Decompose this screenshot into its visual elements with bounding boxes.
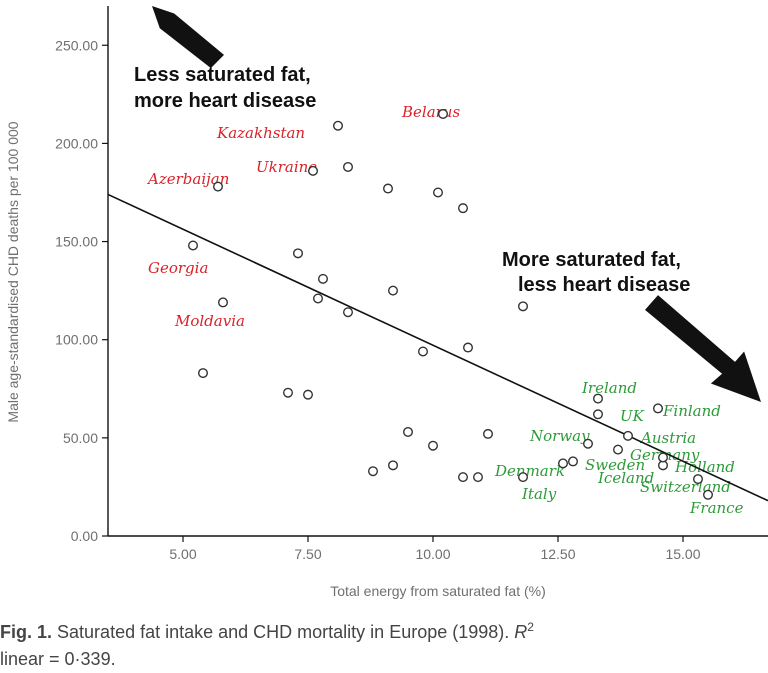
x-axis-title: Total energy from saturated fat (%)	[330, 583, 546, 599]
data-point	[313, 293, 324, 304]
data-point	[368, 466, 379, 477]
data-point	[343, 307, 354, 318]
data-point	[658, 452, 669, 463]
annotation-less-fat-line-1: Less saturated fat,	[134, 64, 311, 86]
caption-text-line-2: linear = 0·339.	[0, 649, 116, 669]
data-point	[283, 387, 294, 398]
data-point	[458, 472, 469, 483]
data-point	[463, 342, 474, 353]
data-point	[458, 203, 469, 214]
axes	[107, 6, 768, 537]
country-label-sweden: Sweden	[585, 456, 645, 474]
country-label-iceland: Iceland	[597, 469, 654, 487]
data-point	[217, 297, 228, 308]
data-point	[483, 428, 494, 439]
country-label-finland: Finland	[662, 402, 721, 420]
caption-figure-label: Fig. 1.	[0, 622, 53, 642]
data-point	[693, 474, 704, 485]
country-label-georgia: Georgia	[148, 259, 208, 277]
y-tick-label: 0.00	[71, 528, 98, 544]
country-label-france: France	[689, 499, 744, 517]
data-point	[303, 389, 314, 400]
data-point	[623, 430, 634, 441]
data-point	[593, 393, 604, 404]
data-point	[428, 440, 439, 451]
annotation-layer: Less saturated fat, more heart disease M…	[134, 6, 761, 402]
data-point	[388, 285, 399, 296]
data-point	[438, 108, 449, 119]
country-label-austria: Austria	[639, 429, 696, 447]
data-point	[613, 444, 624, 455]
country-label-belarus: Belarus	[401, 103, 460, 121]
x-tick-label: 5.00	[169, 546, 196, 562]
data-point	[593, 409, 604, 420]
annotation-more-fat-line-2: less heart disease	[518, 274, 690, 296]
y-tick-label: 250.00	[55, 37, 98, 53]
arrow-up-left-icon	[152, 6, 224, 69]
data-point	[473, 472, 484, 483]
country-label-ireland: Ireland	[581, 379, 637, 397]
x-tick-label: 12.50	[540, 546, 575, 562]
y-tick-label: 100.00	[55, 332, 98, 348]
caption-r-symbol: R	[514, 622, 528, 642]
y-tick-label: 200.00	[55, 135, 98, 151]
data-point	[403, 426, 414, 437]
data-point	[518, 472, 529, 483]
annotation-more-fat-line-1: More saturated fat,	[502, 249, 681, 271]
data-point	[318, 273, 329, 284]
data-point	[518, 301, 529, 312]
data-point	[333, 120, 344, 131]
x-tick-label: 15.00	[665, 546, 700, 562]
country-label-italy: Italy	[521, 485, 557, 503]
country-label-kazakhstan: Kazakhstan	[216, 124, 305, 142]
data-point	[197, 368, 208, 379]
x-tick-label: 7.50	[294, 546, 321, 562]
data-point	[212, 181, 223, 192]
tick-layer: 5.00 7.50 10.00 12.50 15.00 0.00 50.00 100.00 15…	[55, 37, 701, 562]
data-point	[383, 183, 394, 194]
y-tick-label: 150.00	[55, 234, 98, 250]
country-label-moldavia: Moldavia	[174, 312, 245, 330]
country-label-switzerland: Switzerland	[640, 478, 731, 496]
data-point	[568, 456, 579, 467]
country-label-holland: Holland	[674, 458, 735, 476]
x-tick-label: 10.00	[415, 546, 450, 562]
data-point	[583, 438, 594, 449]
country-label-denmark: Denmark	[494, 462, 565, 480]
data-point	[558, 458, 569, 469]
data-point	[653, 403, 664, 414]
data-point	[308, 165, 319, 176]
caption-r-superscript: 2	[527, 620, 534, 634]
data-point	[388, 460, 399, 471]
country-label-uk: UK	[620, 407, 645, 425]
y-axis-title: Male age-standardised CHD deaths per 100…	[5, 121, 21, 422]
data-point	[703, 489, 714, 500]
country-label-norway: Norway	[529, 427, 590, 445]
data-point	[433, 187, 444, 198]
annotation-less-fat-line-2: more heart disease	[134, 90, 316, 112]
y-tick-label: 50.00	[63, 430, 98, 446]
country-label-ukraine: Ukraine	[256, 158, 317, 176]
data-point	[293, 248, 304, 259]
points-layer	[107, 108, 768, 502]
data-point	[343, 161, 354, 172]
data-point	[187, 240, 198, 251]
country-label-azerbaijan: Azerbaijan	[146, 170, 229, 188]
caption-text-line-1: Saturated fat intake and CHD mortality i…	[57, 622, 510, 642]
data-point	[418, 346, 429, 357]
arrow-down-right-icon	[645, 295, 761, 402]
trend-line	[107, 193, 768, 502]
figure-caption: Fig. 1. Saturated fat intake and CHD mor…	[0, 614, 768, 673]
